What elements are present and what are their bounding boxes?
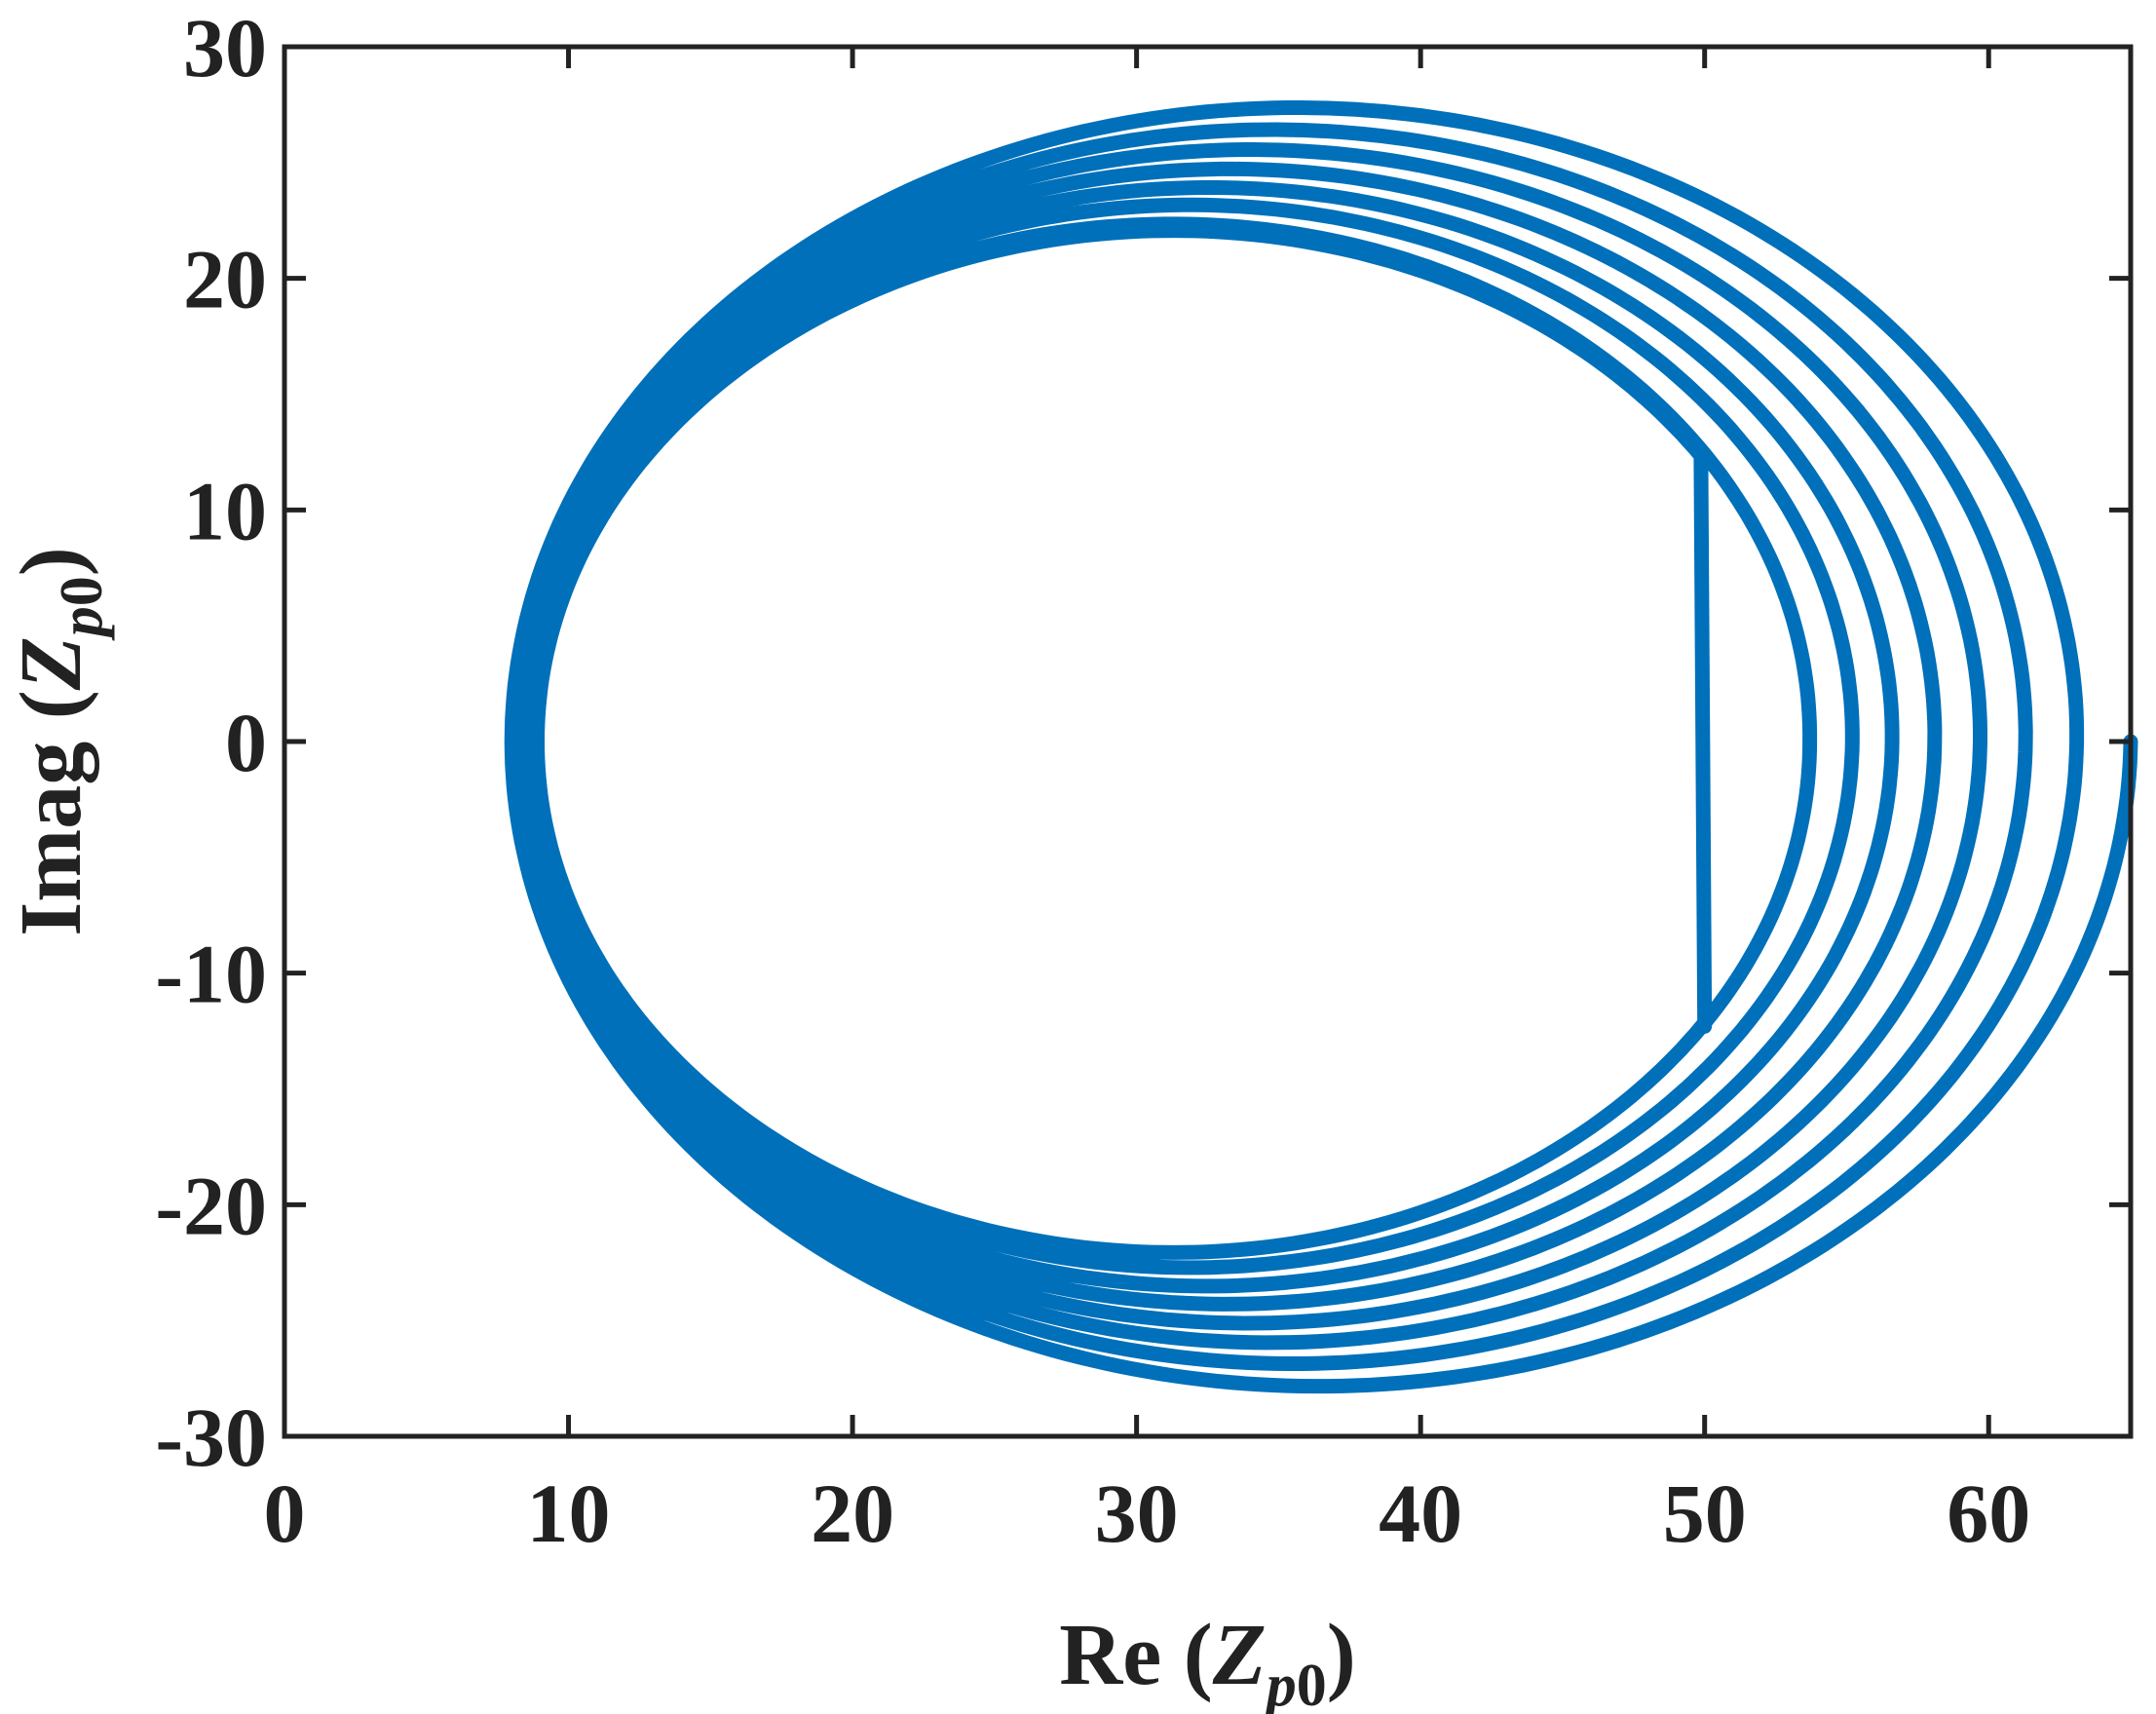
label-variable: Z xyxy=(1212,1607,1267,1703)
label-subscript-italic: p xyxy=(49,606,115,641)
x-tick-label: 0 xyxy=(264,1466,306,1560)
label-subscript-italic: p xyxy=(1262,1653,1297,1714)
y-tick-label: 20 xyxy=(183,233,267,326)
x-tick-label: 10 xyxy=(527,1466,611,1560)
x-axis-label: Re (Zp0) xyxy=(1059,1607,1355,1714)
series-layer xyxy=(504,100,2138,1394)
label-subscript: 0 xyxy=(1297,1653,1327,1714)
spiral-series-line xyxy=(504,100,2138,1394)
x-tick-label: 50 xyxy=(1663,1466,1747,1560)
label-suffix: ) xyxy=(1327,1607,1356,1703)
y-tick-label: 30 xyxy=(183,1,267,95)
tick-layer: 0 10 20 30 40 50 60 30 20 10 0 -10 -20 -30 xyxy=(155,1,2131,1560)
y-tick-label: -30 xyxy=(155,1390,267,1484)
label-variable: Z xyxy=(3,636,99,691)
y-tick-label: 0 xyxy=(225,696,267,789)
label-subscript: 0 xyxy=(49,576,115,606)
x-tick-label: 30 xyxy=(1095,1466,1179,1560)
x-tick-label: 20 xyxy=(811,1466,894,1560)
x-tick-label: 60 xyxy=(1947,1466,2030,1560)
label-suffix: ) xyxy=(3,547,99,576)
y-tick-label: -10 xyxy=(155,928,267,1021)
label-prefix: Imag ( xyxy=(3,690,99,935)
y-tick-label: 10 xyxy=(183,464,267,557)
y-tick-label: -20 xyxy=(155,1159,267,1252)
x-tick-label: 40 xyxy=(1379,1466,1462,1560)
y-axis-label: Imag (Zp0) xyxy=(3,547,115,935)
label-prefix: Re ( xyxy=(1059,1607,1212,1703)
